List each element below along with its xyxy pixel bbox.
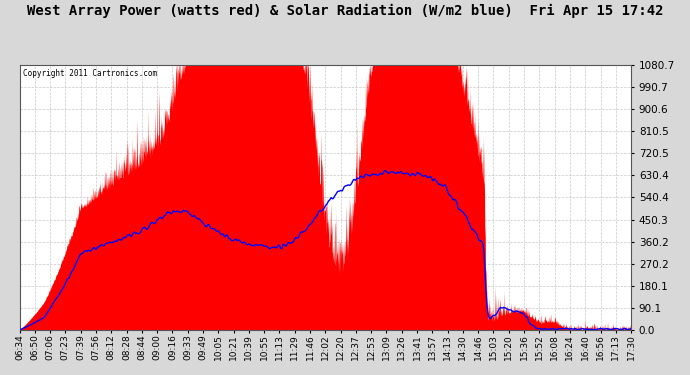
Text: Copyright 2011 Cartronics.com: Copyright 2011 Cartronics.com — [23, 69, 157, 78]
Text: West Array Power (watts red) & Solar Radiation (W/m2 blue)  Fri Apr 15 17:42: West Array Power (watts red) & Solar Rad… — [27, 4, 663, 18]
